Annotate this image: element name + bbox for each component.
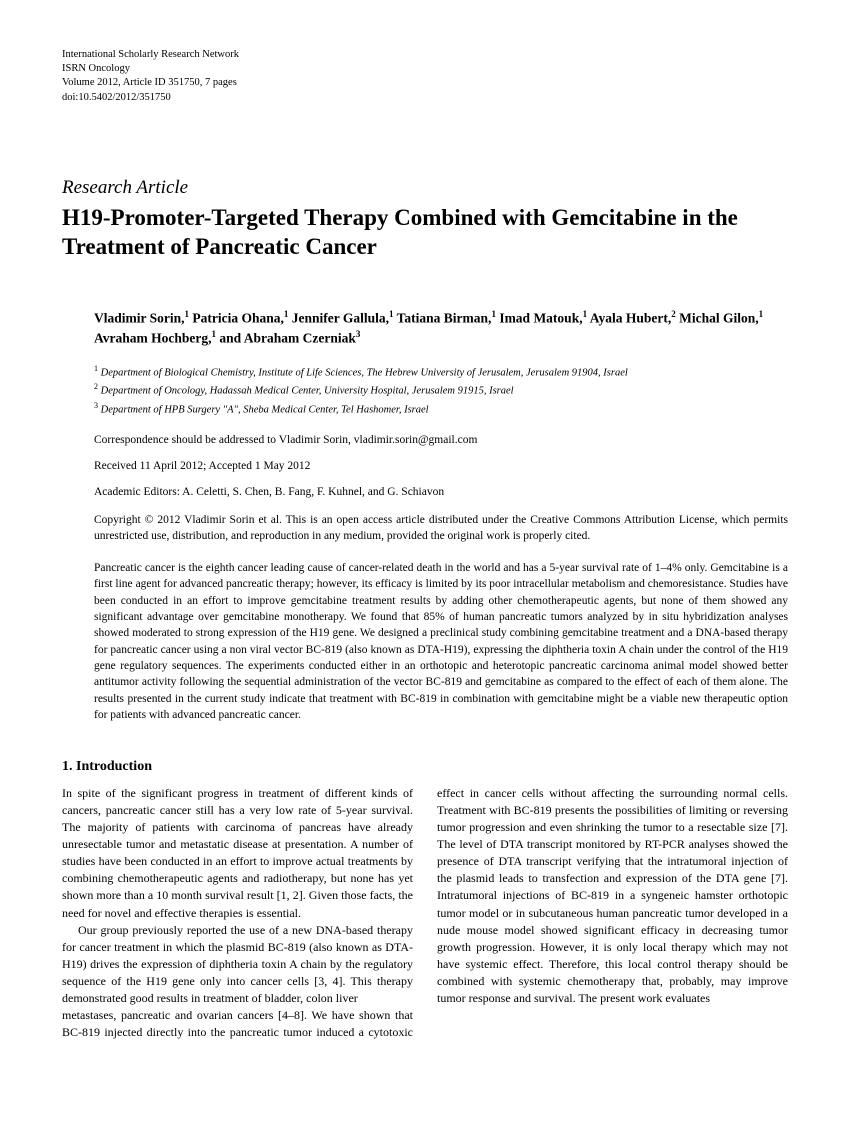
publisher-name: International Scholarly Research Network [62, 48, 788, 62]
journal-name: ISRN Oncology [62, 62, 788, 76]
article-type: Research Article [62, 177, 788, 199]
affiliation-2: 2 Department of Oncology, Hadassah Medic… [94, 381, 788, 399]
doi-line: doi:10.5402/2012/351750 [62, 91, 788, 105]
editors-line: Academic Editors: A. Celetti, S. Chen, B… [94, 486, 788, 498]
dates-line: Received 11 April 2012; Accepted 1 May 2… [94, 460, 788, 472]
affiliation-1: 1 Department of Biological Chemistry, In… [94, 363, 788, 381]
page-container: International Scholarly Research Network… [0, 0, 850, 1089]
intro-paragraph-1: In spite of the significant progress in … [62, 785, 413, 921]
body-columns: In spite of the significant progress in … [62, 785, 788, 1040]
article-title: H19-Promoter-Targeted Therapy Combined w… [62, 203, 788, 262]
correspondence-line: Correspondence should be addressed to Vl… [94, 434, 788, 446]
affiliation-3: 3 Department of HPB Surgery "A", Sheba M… [94, 400, 788, 418]
affiliations-list: 1 Department of Biological Chemistry, In… [94, 363, 788, 418]
abstract-text: Pancreatic cancer is the eighth cancer l… [94, 560, 788, 723]
authors-list: Vladimir Sorin,1 Patricia Ohana,1 Jennif… [94, 308, 788, 350]
journal-header: International Scholarly Research Network… [62, 48, 788, 105]
section-1-title: 1. Introduction [62, 759, 788, 775]
intro-paragraph-2: Our group previously reported the use of… [62, 922, 413, 1007]
volume-line: Volume 2012, Article ID 351750, 7 pages [62, 76, 788, 90]
copyright-text: Copyright © 2012 Vladimir Sorin et al. T… [94, 512, 788, 544]
